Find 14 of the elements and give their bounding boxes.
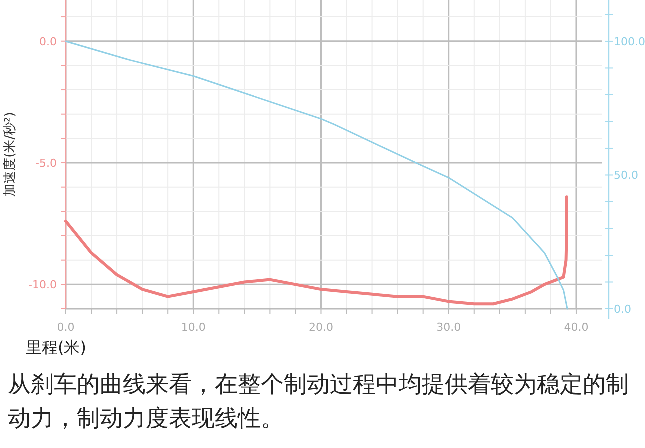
x-tick-label: 30.0 <box>436 321 462 334</box>
y-tick-label: -10.0 <box>28 278 57 292</box>
y2-tick-label: 0.0 <box>614 303 632 316</box>
y2-tick-label: 100.0 <box>614 35 645 48</box>
x-tick-label: 10.0 <box>181 321 206 334</box>
y-axis-title: 加速度(米/秒²) <box>2 112 18 197</box>
y-tick-label: -5.0 <box>36 157 57 170</box>
y-tick-label: 0.0 <box>40 35 57 48</box>
x-tick-label: 0.0 <box>57 321 75 334</box>
y2-tick-label: 50.0 <box>614 169 638 182</box>
text: 从刹车的曲线来看，在整个制动过程中均提供着较为稳定的制动力，制动力度表现线性。 <box>8 371 630 434</box>
x-tick-label: 20.0 <box>308 321 334 334</box>
x-axis-title: 里程(米) <box>26 338 86 357</box>
x-tick-label: 40.0 <box>564 321 589 334</box>
